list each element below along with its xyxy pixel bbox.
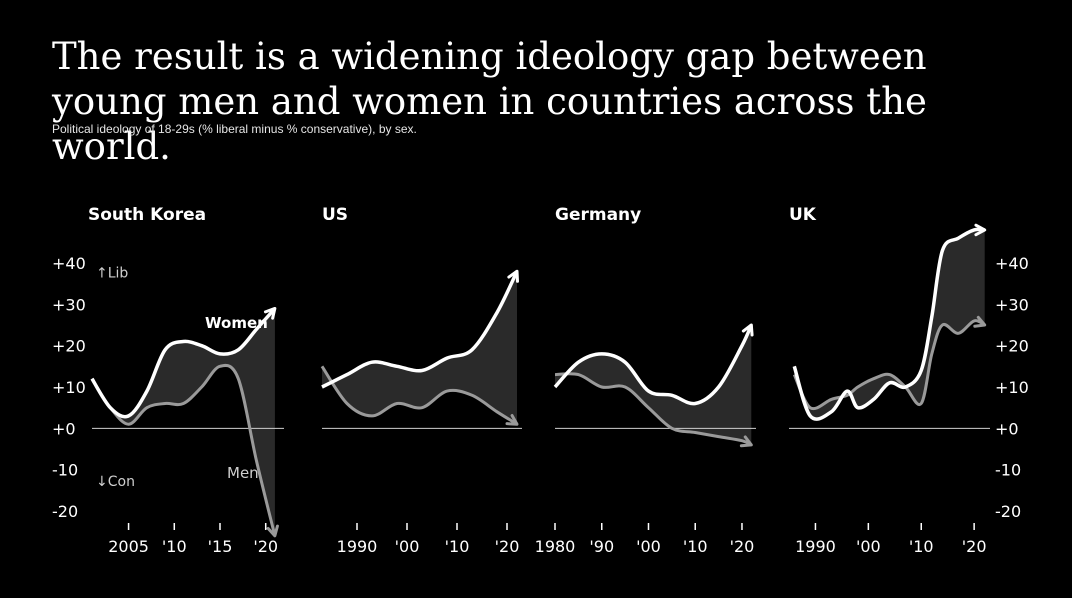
y-tick-label: -10 [52,461,78,480]
men-line [90,363,277,537]
x-tick-label: '00 [636,537,661,556]
x-tick-label: 1990 [337,537,378,556]
women-arrow [974,223,987,237]
y-tick-label: -20 [995,502,1021,521]
men-label: Men [227,464,259,482]
women-arrow [263,306,277,320]
y-tick-label: +20 [995,337,1029,356]
y-tick-label: -20 [52,502,78,521]
x-tick-label: '20 [253,537,278,556]
y-tick-label: +0 [995,419,1019,438]
women-line [553,324,753,406]
x-tick-label: 1980 [535,537,576,556]
men-line [320,365,518,426]
y-tick-label: +20 [52,337,86,356]
women-line [321,270,519,389]
men-arrow [266,524,279,538]
lib-annotation: ↑Lib [96,265,128,281]
y-tick-label: +30 [52,295,86,314]
y-tick-label: +40 [995,254,1029,273]
y-tick-label: +30 [995,295,1029,314]
x-tick-label: '90 [589,537,614,556]
subtitle: Political ideology of 18-29s (% liberal … [52,122,417,136]
panel-title: South Korea [88,205,206,225]
men-arrow [739,435,753,448]
panel-south-korea: South Korea Women Men 2005 '10 '15 '20 +40 +30 +2… [52,205,284,556]
x-tick-label: '00 [395,537,420,556]
headline: The result is a widening ideology gap be… [52,35,927,168]
x-tick-label: 1990 [795,537,836,556]
women-line [90,307,277,419]
women-line [792,227,985,421]
panel-title: Germany [555,205,641,225]
x-tick-label: '20 [962,537,987,556]
y-tick-label: -10 [995,461,1021,480]
x-tick-label: '20 [495,537,520,556]
x-tick-label: '10 [683,537,708,556]
panel-uk: UK 1990 '00 '10 '20 +40 +30 +20 +10 +0 -10 -20 [789,205,1029,556]
women-arrow [507,269,519,283]
men-line [554,372,753,447]
x-tick-label: '20 [730,537,755,556]
x-tick-label: '10 [445,537,470,556]
y-tick-label: +40 [52,254,86,273]
panel-title: US [322,205,348,225]
x-tick-label: '15 [208,537,233,556]
men-line [792,319,986,411]
gap-area [322,271,517,425]
x-tick-label: '10 [162,537,187,556]
women-arrow [741,323,754,337]
x-tick-label: '10 [909,537,934,556]
x-tick-label: '00 [856,537,881,556]
panel-germany: Germany 1980 '90 '00 '10 '20 [535,205,756,556]
panel-title: UK [789,205,817,225]
y-tick-label: +10 [995,378,1029,397]
con-annotation: ↓Con [96,474,135,490]
men-arrow [973,315,987,328]
x-tick-label: 2005 [108,537,149,556]
men-arrow [505,414,519,426]
panel-us: US 1990 '00 '10 '20 [320,205,522,556]
women-label: Women [205,314,268,332]
y-tick-label: +0 [52,419,76,438]
gap-area [794,229,985,420]
y-tick-label: +10 [52,378,86,397]
